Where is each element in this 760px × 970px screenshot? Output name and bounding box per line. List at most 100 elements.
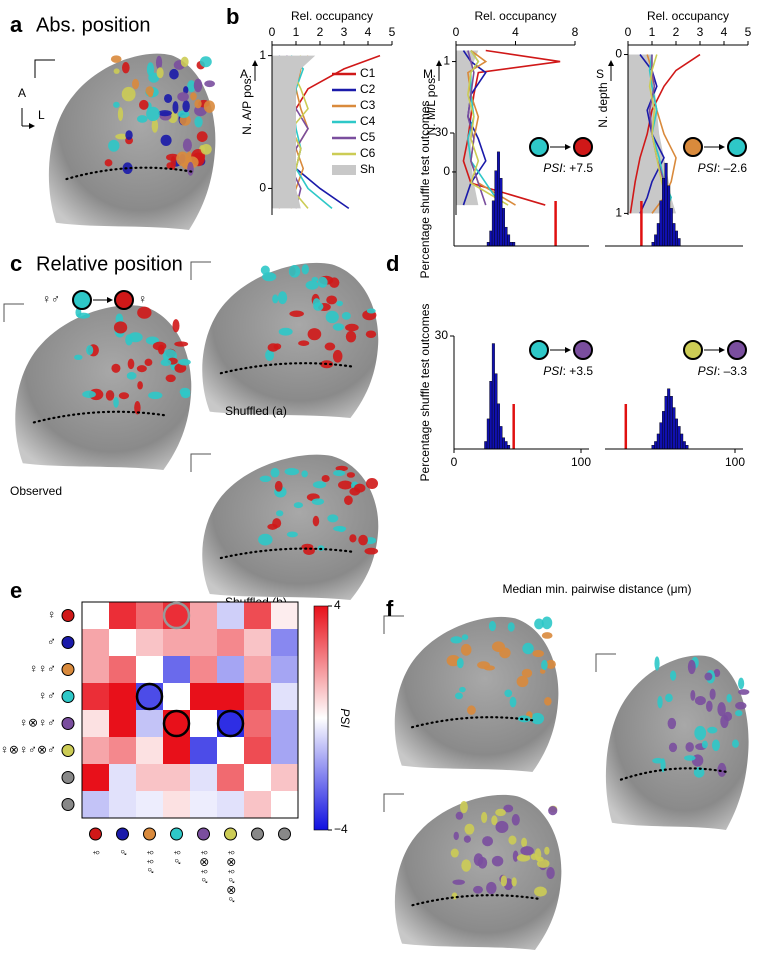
x-tick-label: 2 bbox=[673, 25, 680, 39]
cell-blob bbox=[545, 659, 556, 670]
scale-bar bbox=[190, 261, 211, 280]
histogram-bar bbox=[651, 242, 655, 247]
cell-blob bbox=[169, 68, 179, 80]
cell-blob bbox=[293, 502, 304, 509]
psi-label: PSI bbox=[543, 161, 563, 175]
heatmap-cell bbox=[109, 602, 136, 629]
heatmap-frame bbox=[81, 601, 299, 819]
cell-blob bbox=[110, 55, 122, 63]
row-label: ♀♀♂ bbox=[29, 662, 56, 676]
cell-blob bbox=[182, 138, 192, 152]
heatmap-cell bbox=[244, 764, 271, 791]
colorbar bbox=[313, 605, 329, 831]
cell-blob bbox=[701, 740, 708, 749]
histogram-bar bbox=[667, 388, 671, 450]
x-tick-label: 0 bbox=[451, 455, 458, 469]
cell-blob bbox=[267, 343, 279, 352]
cell-blob bbox=[272, 294, 279, 304]
image-caption: Shuffled (a) bbox=[225, 404, 287, 418]
heatmap-cell bbox=[82, 764, 109, 791]
cell-blob bbox=[544, 697, 552, 706]
cell-blob bbox=[177, 92, 189, 102]
histogram-bar bbox=[507, 445, 511, 450]
cell-blob bbox=[131, 78, 140, 90]
cell-blob bbox=[258, 533, 273, 546]
cell-blob bbox=[199, 56, 212, 68]
histogram-bar bbox=[667, 185, 671, 247]
colorbar-tick-label: 4 bbox=[334, 598, 341, 612]
cell-blob bbox=[511, 877, 517, 887]
heatmap-cell bbox=[163, 764, 190, 791]
histogram-bar bbox=[496, 403, 500, 450]
cell-blob bbox=[324, 342, 336, 351]
direction-label: M bbox=[423, 67, 433, 81]
cell-blob bbox=[541, 616, 553, 630]
cell-blob bbox=[452, 879, 465, 885]
psi-value: : +7.5 bbox=[563, 161, 594, 175]
cell-type-marker bbox=[573, 340, 593, 360]
cell-blob bbox=[488, 620, 497, 632]
row-marker bbox=[61, 609, 75, 622]
cell-blob bbox=[467, 705, 476, 715]
cell-blob bbox=[544, 846, 550, 855]
brain-image bbox=[605, 655, 750, 830]
heatmap-cell bbox=[271, 710, 298, 737]
heatmap-cell bbox=[190, 764, 217, 791]
cell-blob bbox=[713, 668, 721, 678]
cell-blob bbox=[307, 328, 322, 341]
cell-blob bbox=[259, 475, 272, 482]
cell-blob bbox=[521, 668, 533, 678]
midline bbox=[412, 717, 536, 727]
column-marker bbox=[197, 827, 210, 841]
highlight-ring bbox=[216, 709, 245, 738]
y-tick-label: 0 bbox=[259, 181, 266, 195]
cell-blob bbox=[711, 739, 720, 752]
cell-blob bbox=[507, 622, 515, 632]
cell-blob bbox=[174, 341, 189, 347]
cell-blob bbox=[144, 358, 153, 367]
cell-blob bbox=[717, 762, 727, 777]
cell-blob bbox=[694, 696, 706, 706]
histogram-bar bbox=[504, 441, 508, 450]
highlight-ring bbox=[135, 682, 164, 711]
brain-image bbox=[202, 262, 379, 418]
histogram-bar bbox=[662, 177, 666, 247]
heatmap-cell bbox=[163, 737, 190, 764]
brain-image bbox=[202, 454, 379, 600]
cell-blob bbox=[669, 670, 677, 681]
cell-blob bbox=[365, 330, 377, 339]
cell-blob bbox=[174, 363, 187, 373]
cell-blob bbox=[156, 67, 164, 79]
heatmap-cell bbox=[109, 683, 136, 710]
occupancy-line bbox=[467, 50, 509, 206]
sex-label: ♀ bbox=[138, 292, 147, 306]
panel-label: f bbox=[386, 596, 394, 621]
y-axis-label: N. A/P pos. bbox=[240, 75, 254, 135]
cell-blob bbox=[486, 881, 497, 895]
cell-blob bbox=[312, 481, 327, 489]
orientation-label: L bbox=[38, 108, 45, 122]
brain-volume bbox=[15, 305, 192, 470]
cell-blob bbox=[732, 739, 739, 748]
heatmap-cell bbox=[109, 656, 136, 683]
histogram-bar bbox=[512, 242, 516, 247]
histogram-bar bbox=[499, 177, 503, 247]
x-axis-label: Rel. occupancy bbox=[474, 9, 556, 23]
cell-blob bbox=[278, 327, 293, 336]
cell-blob bbox=[160, 359, 172, 366]
histogram-bar bbox=[677, 426, 681, 450]
cell-blob bbox=[341, 312, 351, 320]
cell-blob bbox=[461, 859, 472, 872]
cell-blob bbox=[508, 835, 517, 845]
cell-blob bbox=[349, 487, 361, 496]
cell-blob bbox=[539, 668, 546, 674]
heatmap-cell bbox=[190, 683, 217, 710]
cell-blob bbox=[200, 143, 212, 155]
legend-label: C1 bbox=[360, 66, 376, 80]
cell-blob bbox=[128, 332, 143, 343]
cell-blob bbox=[180, 56, 189, 68]
cell-blob bbox=[262, 272, 277, 282]
cell-blob bbox=[333, 525, 347, 532]
histogram-bar bbox=[659, 422, 663, 450]
histogram-bar bbox=[486, 418, 490, 450]
